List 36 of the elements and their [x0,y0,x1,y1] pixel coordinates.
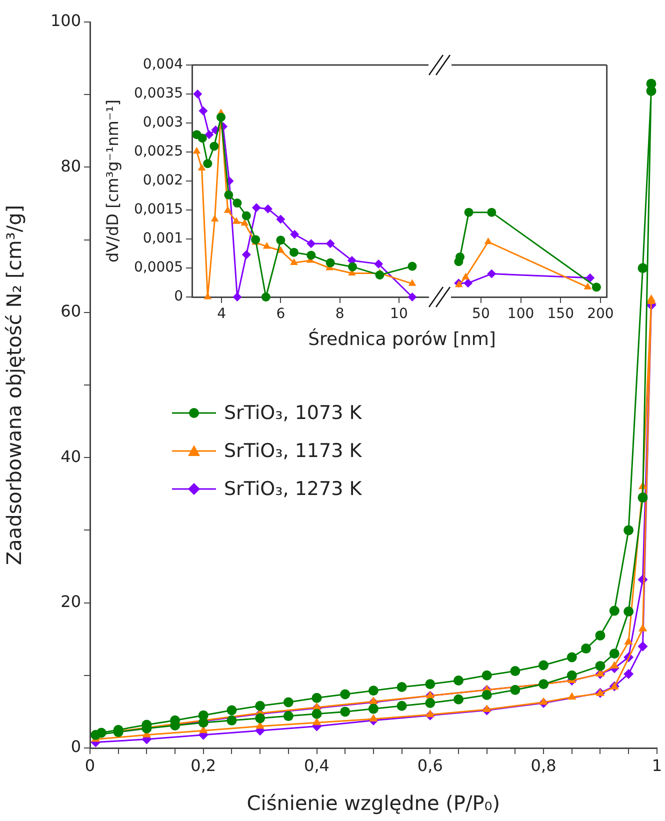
y-axis-title: Zaadsorbowana objętość N₂ [cm³/g] [2,204,26,566]
x-tick-label: 10 [390,306,408,322]
y-tick-label: 60 [60,302,81,321]
x-tick-label: 200 [587,306,614,322]
y-tick-label: 20 [60,592,81,611]
y-tick-label: 0,0015 [134,202,183,218]
y-tick-label: 0,003 [142,114,183,131]
y-tick-label: 0,0025 [134,144,183,160]
y-tick-label: 0 [70,737,81,756]
x-axis-title: Ciśnienie względne (P/P₀) [246,791,500,816]
y-tick-label: 0 [174,288,183,305]
x-axis-title: Średnica porów [nm] [308,329,496,350]
y-tick-label: 80 [60,156,81,176]
y-tick-label: 0,004 [142,56,184,73]
x-tick-label: 6 [276,306,286,322]
y-tick-label: 100 [50,11,81,30]
x-tick-label: 8 [335,306,344,322]
x-tick-label: 0,4 [304,756,330,775]
x-tick-label: 0,2 [190,756,216,775]
x-tick-label: 100 [507,306,534,322]
x-tick-label: 4 [217,306,226,322]
y-tick-label: 40 [60,446,81,466]
x-tick-label: 0,6 [417,756,443,775]
y-tick-label: 0,0035 [134,86,183,102]
y-tick-label: 0,0005 [134,260,183,276]
x-tick-label: 50 [472,306,490,322]
x-tick-label: 0 [84,756,96,775]
legend-label: SrTiO₃, 1173 K [224,440,362,462]
legend-label: SrTiO₃, 1073 K [224,402,362,424]
x-tick-label: 150 [547,306,574,322]
legend-label: SrTiO₃, 1273 K [224,478,362,500]
y-tick-label: 0,001 [142,230,183,247]
y-tick-label: 0,002 [142,172,183,189]
x-tick-label: 1 [652,756,662,775]
x-tick-label: 0,8 [530,756,556,775]
y-axis-title: dV/dD [cm³g⁻¹nm⁻¹] [102,100,122,262]
